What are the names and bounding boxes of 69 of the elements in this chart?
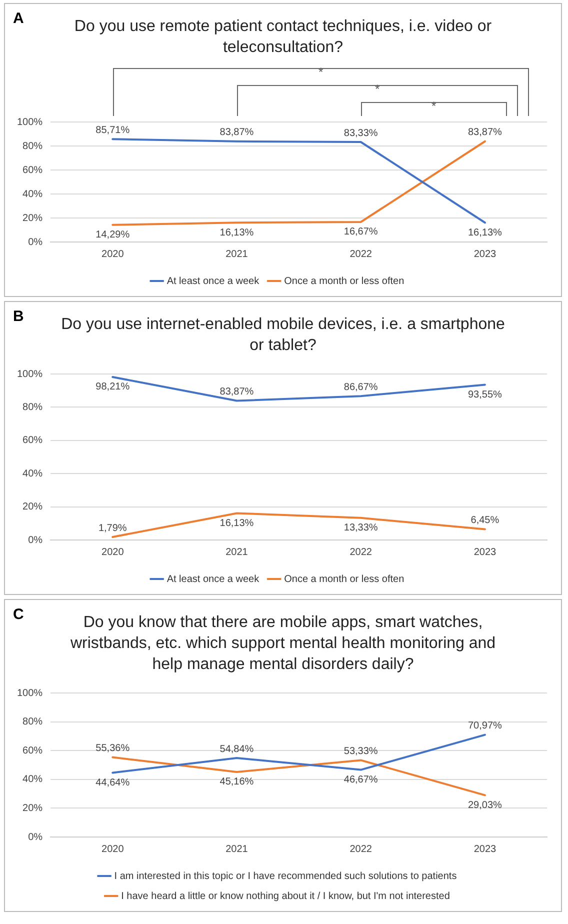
data-label: 70,97% (468, 720, 502, 732)
y-tick-label: 60% (22, 164, 43, 176)
data-label: 46,67% (344, 774, 378, 786)
data-label: 44,64% (96, 777, 130, 788)
data-label: 29,03% (468, 800, 502, 811)
data-label: 45,16% (220, 776, 254, 788)
data-label: 16,67% (344, 226, 378, 238)
y-tick-label: 100% (17, 368, 43, 380)
y-tick-label: 0% (28, 832, 43, 843)
y-tick-label: 100% (17, 116, 43, 128)
data-label: 16,13% (220, 227, 254, 238)
data-label: 85,71% (96, 124, 130, 136)
text: * (374, 82, 380, 96)
legend-label: Once a month or less often (284, 574, 404, 585)
data-label: 6,45% (470, 515, 500, 526)
y-tick-label: 60% (22, 435, 43, 446)
data-label: 93,55% (468, 389, 502, 400)
y-tick-label: 100% (17, 688, 43, 699)
data-label: 53,33% (344, 746, 378, 757)
x-tick-label: 2021 (226, 248, 248, 260)
data-label: 83,87% (220, 127, 254, 138)
legend-label: At least once a week (166, 276, 260, 287)
data-label: 55,36% (96, 743, 130, 754)
data-label: 16,13% (468, 227, 502, 238)
x-tick-label: 2022 (350, 248, 372, 260)
data-label: 13,33% (344, 522, 378, 534)
data-label: 14,29% (96, 230, 130, 241)
data-label: 98,21% (96, 382, 130, 393)
y-tick-label: 20% (22, 212, 43, 224)
x-tick-label: 2021 (226, 844, 248, 855)
data-label: 54,84% (220, 744, 254, 755)
data-label: 86,67% (344, 382, 378, 393)
x-tick-label: 2023 (474, 248, 497, 260)
y-tick-label: 0% (28, 534, 43, 546)
data-label: 1,79% (98, 522, 127, 534)
y-tick-label: 60% (22, 745, 43, 756)
chart-title: Do you use remote patient contact techniques, i.e. video or teleconsultation? (74, 18, 492, 56)
y-tick-label: 80% (22, 140, 43, 152)
x-tick-label: 2020 (102, 546, 124, 558)
y-tick-label: 0% (28, 236, 43, 248)
x-tick-label: 2022 (350, 844, 372, 855)
x-tick-label: 2020 (102, 248, 124, 260)
text: * (432, 99, 436, 113)
x-tick-label: 2022 (350, 546, 372, 558)
text: C (13, 606, 24, 623)
x-tick-label: 2023 (474, 546, 497, 558)
y-tick-label: 20% (22, 502, 43, 513)
y-tick-label: 20% (22, 802, 43, 814)
legend-label: I have heard a little or know nothing about it / I know, but I'm not interested (121, 890, 450, 902)
y-tick-label: 40% (22, 468, 43, 480)
y-tick-label: 40% (22, 188, 43, 200)
data-label: 83,87% (220, 386, 254, 398)
data-label: 16,13% (220, 518, 254, 529)
legend-label: Once a month or less often (284, 276, 404, 287)
chart-title: Do you know that there are mobile apps, smart watches, wristbands, etc. which support mental health monitoring and help manage mental disorders daily? (70, 614, 496, 673)
text: A (13, 10, 24, 27)
data-label: 83,33% (344, 128, 378, 139)
y-tick-label: 40% (22, 774, 43, 786)
x-tick-label: 2020 (102, 844, 124, 855)
legend-label: At least once a week (166, 574, 260, 585)
chart-title: Do you use internet-enabled mobile devices, i.e. a smartphone or tablet? (61, 316, 505, 354)
y-tick-label: 80% (22, 402, 43, 413)
y-tick-label: 80% (22, 716, 43, 728)
legend-label: I am interested in this topic or I have recommended such solutions to patients (114, 870, 457, 882)
text: B (13, 308, 24, 325)
x-tick-label: 2023 (474, 844, 497, 855)
x-tick-label: 2021 (226, 546, 248, 558)
text: * (318, 65, 324, 79)
data-label: 83,87% (468, 127, 502, 138)
